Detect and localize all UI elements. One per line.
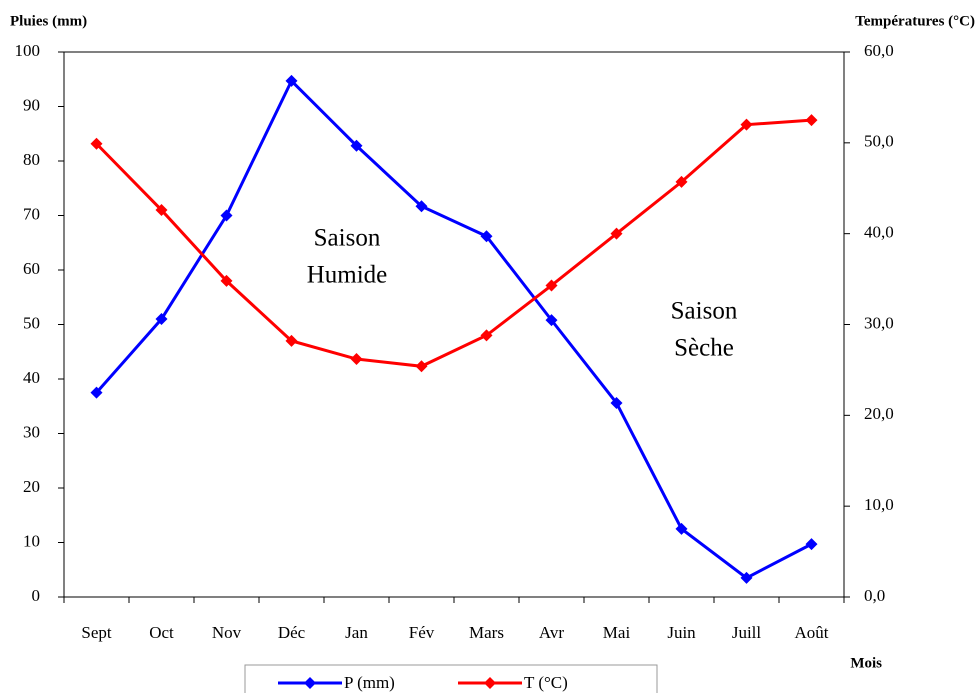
marker	[220, 209, 233, 222]
legend-marker	[484, 677, 496, 689]
marker	[610, 227, 623, 240]
y2-tick-label: 0,0	[864, 586, 885, 605]
y2-tick-label: 50,0	[864, 132, 894, 151]
marker	[350, 353, 363, 366]
x-tick-label: Août	[795, 623, 829, 642]
annotation: Saison	[314, 225, 381, 252]
marker	[480, 230, 493, 243]
x-tick-label: Oct	[149, 623, 174, 642]
series-line	[95, 118, 812, 368]
marker	[220, 274, 233, 287]
marker	[90, 137, 103, 150]
y2-tick-label: 60,0	[864, 41, 894, 60]
marker	[155, 313, 168, 326]
y-tick-label: 70	[23, 204, 40, 223]
marker	[480, 329, 493, 342]
marker	[740, 118, 753, 131]
marker	[350, 139, 363, 152]
legend-marker	[304, 677, 316, 689]
y-tick-label: 90	[23, 95, 40, 114]
legend-label: T (°C)	[524, 673, 568, 692]
y2-tick-label: 40,0	[864, 223, 894, 242]
annotation: Sèche	[674, 335, 734, 362]
marker	[805, 114, 818, 127]
marker	[545, 314, 558, 327]
y2-tick-label: 20,0	[864, 404, 894, 423]
y-tick-label: 50	[23, 313, 40, 332]
marker	[740, 571, 753, 584]
y-tick-label: 60	[23, 259, 40, 278]
y2-tick-label: 10,0	[864, 495, 894, 514]
x-tick-label: Sept	[81, 623, 112, 642]
x-tick-label: Jan	[345, 623, 368, 642]
marker	[610, 396, 623, 409]
marker	[675, 175, 688, 188]
marker	[90, 386, 103, 399]
y-tick-label: 100	[15, 41, 41, 60]
x-tick-label: Avr	[539, 623, 565, 642]
series-line	[95, 78, 813, 580]
y-tick-label: 80	[23, 150, 40, 169]
y-axis-label: Pluies (mm)	[10, 13, 87, 29]
marker	[545, 279, 558, 292]
marker	[675, 522, 688, 535]
marker	[415, 360, 428, 373]
y-tick-label: 20	[23, 477, 40, 496]
y-tick-label: 30	[23, 422, 40, 441]
x-tick-label: Mai	[603, 623, 631, 642]
marker	[155, 204, 168, 217]
x-tick-label: Nov	[212, 623, 242, 642]
marker	[285, 334, 298, 347]
y2-tick-label: 30,0	[864, 313, 894, 332]
x-tick-label: Déc	[278, 623, 306, 642]
x-tick-label: Juill	[732, 623, 762, 642]
marker	[805, 538, 818, 551]
x-axis-label: Mois	[850, 655, 882, 671]
y2-axis-label: Températures (°C)	[855, 13, 975, 29]
marker	[415, 200, 428, 213]
annotation: Humide	[307, 262, 388, 289]
legend-box	[244, 664, 658, 693]
legend-label: P (mm)	[344, 673, 395, 692]
x-tick-label: Juin	[667, 623, 696, 642]
y-tick-label: 10	[23, 531, 40, 550]
y-tick-label: 0	[32, 586, 41, 605]
x-tick-label: Fév	[409, 623, 435, 642]
marker	[285, 74, 298, 87]
annotation: Saison	[671, 298, 738, 325]
x-tick-label: Mars	[469, 623, 504, 642]
y-tick-label: 40	[23, 368, 40, 387]
